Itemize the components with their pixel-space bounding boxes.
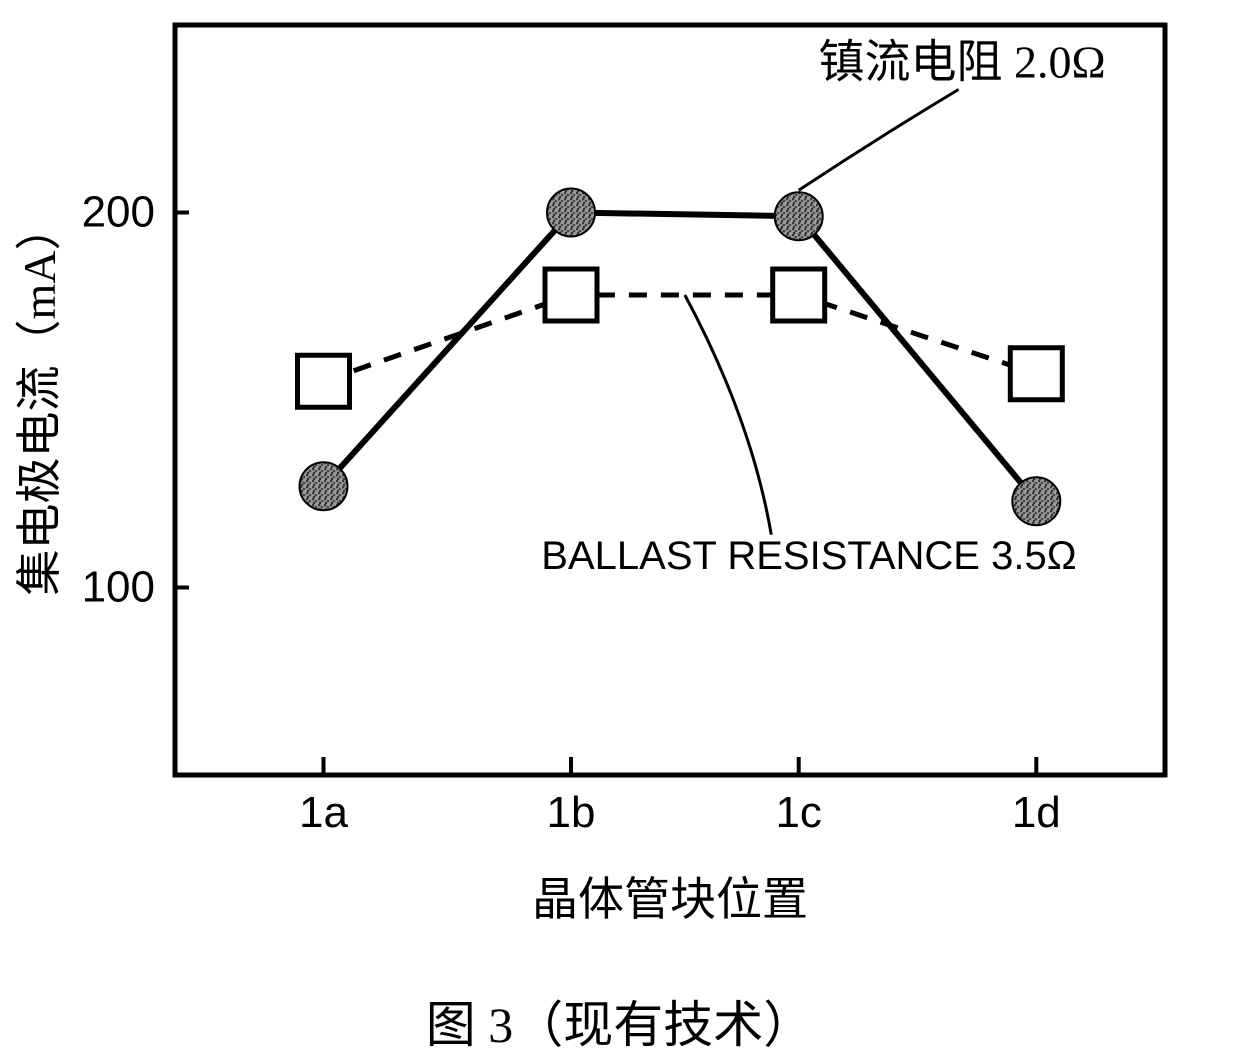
- marker-square: [773, 269, 825, 321]
- marker-circle: [775, 192, 823, 240]
- marker-circle: [1012, 477, 1060, 525]
- x-tick-label: 1d: [1012, 788, 1061, 837]
- x-axis-label: 晶体管块位置: [532, 874, 808, 925]
- x-tick-label: 1c: [775, 788, 821, 837]
- figure-caption: 图 3（现有技术）: [0, 985, 1239, 1057]
- legend-label-3.5: BALLAST RESISTANCE 3.5Ω: [541, 534, 1076, 578]
- marker-circle: [300, 462, 348, 510]
- legend-label-2.0: 镇流电阻 2.0Ω: [819, 37, 1106, 88]
- marker-circle: [547, 189, 595, 237]
- x-tick-label: 1a: [299, 788, 348, 837]
- marker-square: [545, 269, 597, 321]
- figure-root: 100 200 1a 1b 1c 1d 集电极电流（mA） 晶体管块位置 镇流电阻 2.0Ω BA…: [0, 0, 1239, 1060]
- marker-square: [298, 355, 350, 407]
- x-tick-label: 1b: [547, 788, 596, 837]
- y-axis-label: 集电极电流（mA）: [14, 205, 65, 596]
- y-tick-label: 100: [82, 563, 155, 612]
- chart-svg: 100 200 1a 1b 1c 1d 集电极电流（mA） 晶体管块位置 镇流电阻 2.0Ω BA…: [0, 0, 1239, 1060]
- y-tick-label: 200: [82, 188, 155, 237]
- marker-square: [1010, 348, 1062, 400]
